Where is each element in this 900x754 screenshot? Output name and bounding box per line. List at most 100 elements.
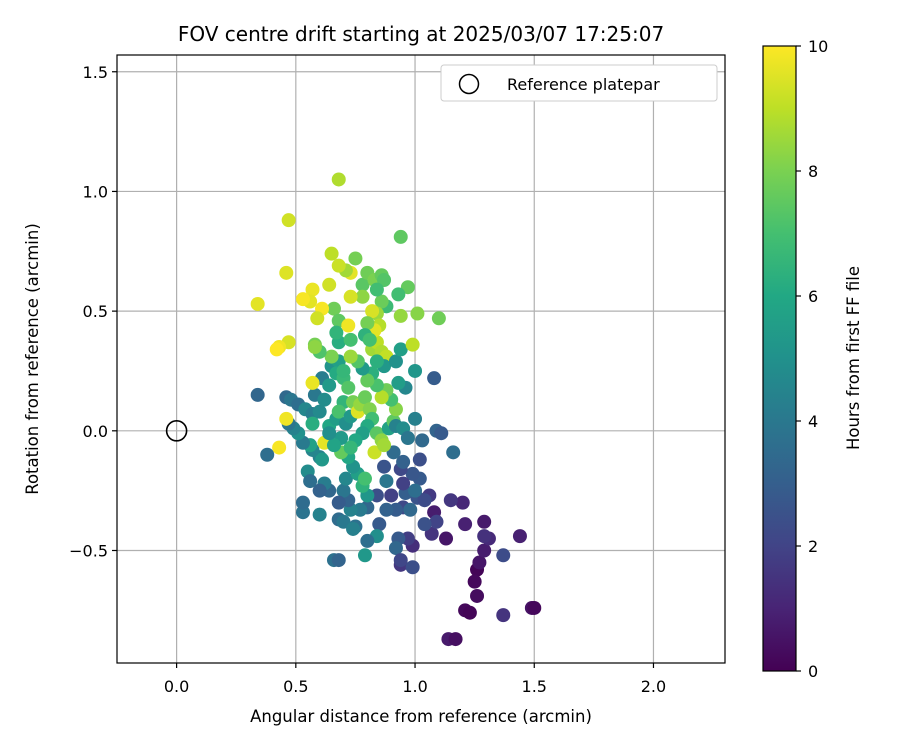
data-point <box>317 392 332 407</box>
data-point <box>312 483 327 498</box>
data-point <box>527 600 542 615</box>
data-point <box>295 292 310 307</box>
x-axis-ticks: 0.0 0.5 1.0 1.5 2.0 <box>164 663 666 696</box>
data-point <box>360 533 375 548</box>
data-point <box>372 517 387 532</box>
data-point <box>477 514 492 529</box>
data-point <box>331 172 346 187</box>
data-point <box>343 289 358 304</box>
data-point <box>279 265 294 280</box>
data-point <box>467 574 482 589</box>
data-point <box>400 280 415 295</box>
data-point <box>322 426 337 441</box>
data-point <box>388 541 403 556</box>
data-point <box>424 526 439 541</box>
data-point <box>269 342 284 357</box>
data-point <box>362 332 377 347</box>
data-point <box>305 282 320 297</box>
data-point <box>324 246 339 261</box>
y-tick-label: 1.0 <box>83 182 108 201</box>
data-point <box>281 213 296 228</box>
data-point <box>391 375 406 390</box>
data-point <box>403 502 418 517</box>
data-point <box>396 454 411 469</box>
data-point <box>343 440 358 455</box>
data-point <box>379 474 394 489</box>
data-point <box>427 371 442 386</box>
data-point <box>477 529 492 544</box>
data-point <box>415 433 430 448</box>
data-point <box>322 277 337 292</box>
colorbar-ticks: 0 2 4 6 8 10 <box>796 37 828 681</box>
data-point <box>388 354 403 369</box>
data-point <box>417 493 432 508</box>
data-point <box>312 507 327 522</box>
y-axis-label: Rotation from reference (arcmin) <box>23 223 42 495</box>
data-point <box>391 287 406 302</box>
data-point <box>431 311 446 326</box>
data-point <box>477 543 492 558</box>
data-point <box>367 445 382 460</box>
data-point <box>400 430 415 445</box>
x-tick-label: 0.5 <box>283 677 308 696</box>
data-point <box>379 502 394 517</box>
data-point <box>374 294 389 309</box>
data-point <box>307 340 322 355</box>
y-tick-label: 1.5 <box>83 63 108 82</box>
data-point <box>341 318 356 333</box>
colorbar-tick-label: 2 <box>808 537 818 556</box>
data-points <box>250 172 542 647</box>
reference-platepar-marker <box>165 420 188 442</box>
data-point <box>357 548 372 563</box>
data-point <box>315 452 330 467</box>
reference-marker <box>165 420 188 442</box>
colorbar: 0 2 4 6 8 10 Hours from first FF file <box>762 37 863 681</box>
data-point <box>250 296 265 311</box>
data-point <box>336 483 351 498</box>
data-point <box>408 483 423 498</box>
data-point <box>429 514 444 529</box>
data-point <box>324 349 339 364</box>
data-point <box>295 505 310 520</box>
data-point <box>386 445 401 460</box>
data-point <box>360 316 375 331</box>
data-point <box>326 438 341 453</box>
data-point <box>369 282 384 297</box>
data-point <box>331 553 346 568</box>
data-point <box>396 476 411 491</box>
data-point <box>331 495 346 510</box>
x-axis-label: Angular distance from reference (arcmin) <box>250 707 592 726</box>
y-tick-label: −0.5 <box>69 541 108 560</box>
x-tick-label: 0.0 <box>164 677 189 696</box>
data-point <box>312 404 327 419</box>
data-point <box>384 488 399 503</box>
colorbar-tick-label: 10 <box>808 37 828 56</box>
data-point <box>355 289 370 304</box>
data-point <box>272 440 287 455</box>
data-point <box>374 390 389 405</box>
data-point <box>360 373 375 388</box>
colorbar-tick-label: 0 <box>808 662 818 681</box>
data-point <box>338 471 353 486</box>
data-point <box>336 514 351 529</box>
data-point <box>412 452 427 467</box>
colorbar-tick-label: 4 <box>808 412 818 431</box>
data-point <box>310 311 325 326</box>
legend-label: Reference platepar <box>507 75 660 94</box>
data-point <box>393 553 408 568</box>
y-tick-label: 0.0 <box>83 422 108 441</box>
data-point <box>458 517 473 532</box>
data-point <box>250 387 265 402</box>
chart-title: FOV centre drift starting at 2025/03/07 … <box>178 22 664 46</box>
data-point <box>357 390 372 405</box>
data-point <box>417 517 432 532</box>
data-point <box>512 529 527 544</box>
data-point <box>346 521 361 536</box>
data-point <box>329 325 344 340</box>
data-point <box>260 447 275 462</box>
data-point <box>305 416 320 431</box>
data-point <box>343 332 358 347</box>
data-point <box>377 459 392 474</box>
data-point <box>343 349 358 364</box>
x-tick-label: 1.5 <box>522 677 547 696</box>
